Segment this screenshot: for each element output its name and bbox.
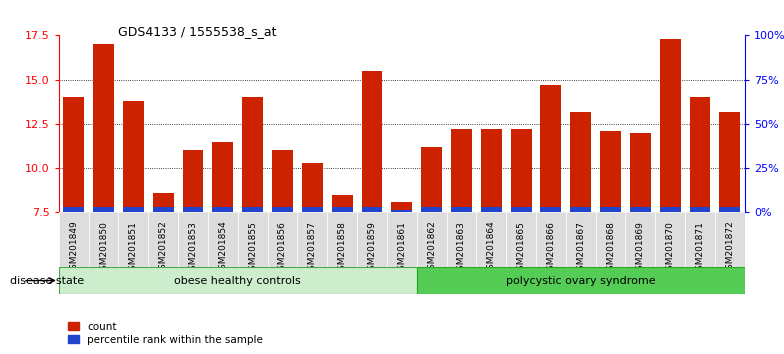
FancyBboxPatch shape — [327, 212, 357, 267]
Text: GSM201861: GSM201861 — [397, 221, 406, 275]
Bar — [242, 97, 263, 212]
FancyBboxPatch shape — [59, 212, 89, 267]
FancyBboxPatch shape — [387, 212, 417, 267]
Bar — [630, 133, 651, 212]
FancyBboxPatch shape — [477, 212, 506, 267]
Bar — [720, 207, 740, 212]
Text: GSM201855: GSM201855 — [249, 221, 257, 275]
Text: disease state: disease state — [10, 276, 85, 286]
FancyBboxPatch shape — [536, 212, 566, 267]
Text: GSM201866: GSM201866 — [546, 221, 555, 275]
Bar — [242, 207, 263, 212]
Bar — [332, 207, 353, 212]
Text: GSM201865: GSM201865 — [517, 221, 525, 275]
Text: GDS4133 / 1555538_s_at: GDS4133 / 1555538_s_at — [118, 25, 276, 38]
Bar — [361, 207, 383, 212]
Bar — [183, 207, 204, 212]
Bar — [391, 210, 412, 212]
Text: GSM201850: GSM201850 — [99, 221, 108, 275]
FancyBboxPatch shape — [626, 212, 655, 267]
Bar — [421, 147, 442, 212]
Bar — [153, 207, 173, 212]
FancyBboxPatch shape — [89, 212, 118, 267]
Text: GSM201870: GSM201870 — [666, 221, 675, 275]
FancyBboxPatch shape — [148, 212, 178, 267]
Bar — [600, 131, 621, 212]
Bar — [64, 97, 84, 212]
Text: GSM201859: GSM201859 — [368, 221, 376, 275]
Bar — [302, 207, 323, 212]
Text: polycystic ovary syndrome: polycystic ovary syndrome — [506, 275, 655, 286]
Text: GSM201854: GSM201854 — [218, 221, 227, 275]
Bar — [660, 39, 681, 212]
Bar — [510, 129, 532, 212]
FancyBboxPatch shape — [655, 212, 685, 267]
FancyBboxPatch shape — [566, 212, 596, 267]
FancyBboxPatch shape — [267, 212, 297, 267]
FancyBboxPatch shape — [596, 212, 626, 267]
Bar — [630, 207, 651, 212]
Bar — [451, 207, 472, 212]
Text: obese healthy controls: obese healthy controls — [174, 275, 301, 286]
Text: GSM201858: GSM201858 — [338, 221, 347, 275]
Text: GSM201863: GSM201863 — [457, 221, 466, 275]
Bar — [510, 207, 532, 212]
Bar — [660, 207, 681, 212]
FancyBboxPatch shape — [59, 267, 417, 294]
FancyBboxPatch shape — [447, 212, 477, 267]
FancyBboxPatch shape — [238, 212, 267, 267]
Bar — [93, 44, 114, 212]
Text: GSM201852: GSM201852 — [158, 221, 168, 275]
FancyBboxPatch shape — [297, 212, 327, 267]
Text: GSM201872: GSM201872 — [725, 221, 735, 275]
FancyBboxPatch shape — [715, 212, 745, 267]
Text: GSM201871: GSM201871 — [695, 221, 705, 275]
Bar — [540, 85, 561, 212]
Text: GSM201869: GSM201869 — [636, 221, 645, 275]
FancyBboxPatch shape — [357, 212, 387, 267]
Text: GSM201849: GSM201849 — [69, 221, 78, 275]
Text: GSM201867: GSM201867 — [576, 221, 586, 275]
Bar — [391, 202, 412, 212]
Text: GSM201864: GSM201864 — [487, 221, 495, 275]
Bar — [153, 193, 173, 212]
Bar — [332, 195, 353, 212]
Bar — [720, 112, 740, 212]
Bar — [540, 207, 561, 212]
Bar — [570, 112, 591, 212]
Text: GSM201857: GSM201857 — [308, 221, 317, 275]
Bar — [361, 71, 383, 212]
Bar — [451, 129, 472, 212]
Bar — [481, 129, 502, 212]
Bar — [212, 207, 234, 212]
FancyBboxPatch shape — [417, 212, 447, 267]
FancyBboxPatch shape — [685, 212, 715, 267]
FancyBboxPatch shape — [506, 212, 536, 267]
Bar — [690, 207, 710, 212]
FancyBboxPatch shape — [417, 267, 745, 294]
FancyBboxPatch shape — [178, 212, 208, 267]
Bar — [123, 207, 143, 212]
Bar — [421, 207, 442, 212]
Bar — [481, 207, 502, 212]
Bar — [93, 207, 114, 212]
Bar — [570, 207, 591, 212]
Text: GSM201856: GSM201856 — [278, 221, 287, 275]
Bar — [64, 207, 84, 212]
FancyBboxPatch shape — [208, 212, 238, 267]
Text: GSM201862: GSM201862 — [427, 221, 436, 275]
Bar — [690, 97, 710, 212]
Bar — [272, 207, 293, 212]
Bar — [272, 150, 293, 212]
Bar — [302, 163, 323, 212]
Text: GSM201853: GSM201853 — [188, 221, 198, 275]
Bar — [212, 142, 234, 212]
Bar — [123, 101, 143, 212]
FancyBboxPatch shape — [118, 212, 148, 267]
Legend: count, percentile rank within the sample: count, percentile rank within the sample — [64, 317, 267, 349]
Bar — [600, 207, 621, 212]
Bar — [183, 150, 204, 212]
Text: GSM201868: GSM201868 — [606, 221, 615, 275]
Text: GSM201851: GSM201851 — [129, 221, 138, 275]
